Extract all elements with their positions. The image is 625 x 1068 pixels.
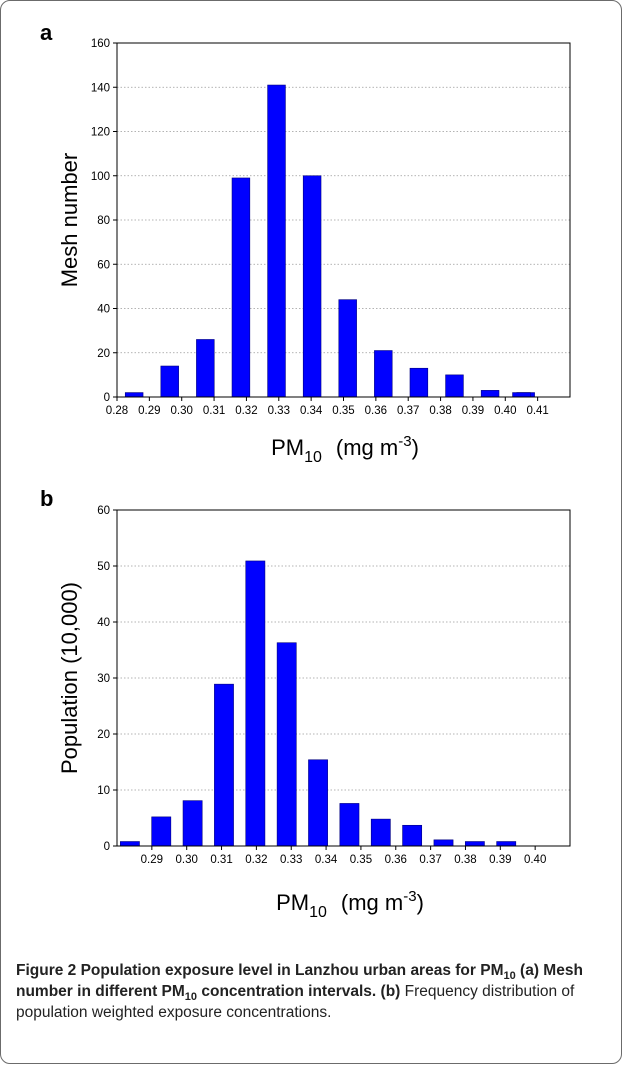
y-axis-title: Population (10,000)	[57, 582, 82, 774]
bar	[160, 365, 179, 398]
x-axis-title: PM10 (mg m-3)	[276, 888, 424, 921]
bar	[196, 339, 215, 398]
panel-b-letter: b	[40, 486, 54, 511]
x-tick-label: 0.34	[315, 854, 338, 866]
x-tick-label: 0.39	[462, 405, 484, 417]
bar	[276, 642, 297, 847]
bar	[308, 759, 328, 847]
x-tick-label: 0.32	[245, 854, 267, 866]
x-tick-label: 0.30	[175, 854, 197, 866]
x-tick-label: 0.28	[106, 405, 128, 417]
bar	[151, 816, 172, 847]
bar	[267, 84, 286, 398]
x-tick-label: 0.35	[332, 405, 354, 417]
bar	[496, 841, 517, 847]
x-tick-label: 0.31	[203, 405, 225, 417]
figure-caption: Figure 2 Population exposure level in La…	[16, 960, 612, 1023]
x-tick-label: 0.40	[524, 854, 546, 866]
x-tick-label: 0.33	[268, 405, 290, 417]
caption-b-text: Frequency distribution of population wei…	[16, 983, 575, 1021]
bar	[370, 818, 391, 847]
y-tick-label: 10	[97, 785, 110, 797]
bar	[374, 350, 393, 398]
x-tick-label: 0.36	[365, 405, 387, 417]
x-tick-label: 0.41	[526, 405, 548, 417]
x-tick-label: 0.29	[138, 405, 160, 417]
chart-b: 0 10 20 30 40 50 60 0.29 0.30 0.31 0.32 0.33 0.34 0.3…	[57, 505, 571, 921]
y-tick-label: 100	[91, 171, 110, 183]
x-tick-label: 0.31	[210, 854, 232, 866]
bar	[409, 367, 429, 398]
x-tick-label: 0.32	[235, 405, 257, 417]
x-tick-label: 0.34	[300, 405, 323, 417]
x-tick-label: 0.40	[494, 405, 516, 417]
y-tick-label: 50	[97, 561, 110, 573]
bar	[245, 560, 266, 847]
bar	[464, 841, 485, 847]
y-tick-label: 60	[97, 259, 110, 271]
x-tick-label: 0.29	[141, 854, 163, 866]
bar	[402, 824, 423, 847]
bar	[302, 175, 322, 398]
bar	[433, 839, 454, 847]
bar	[214, 683, 234, 847]
x-tick-label: 0.36	[385, 854, 407, 866]
y-tick-label: 20	[97, 348, 110, 360]
y-tick-label: 20	[97, 729, 110, 741]
y-tick-label: 30	[97, 673, 110, 685]
y-tick-label: 40	[97, 304, 110, 316]
y-tick-label: 120	[91, 127, 110, 139]
y-tick-label: 160	[91, 38, 110, 50]
y-tick-label: 140	[91, 82, 110, 94]
chart-a: 0 20 40 60 80 100 120 140 160 0.28 0.29 0.30 0.31 0.3…	[57, 38, 571, 466]
bar	[120, 841, 140, 847]
x-tick-label: 0.35	[350, 854, 372, 866]
y-tick-label: 40	[97, 617, 110, 629]
panel-a-letter: a	[40, 20, 53, 45]
x-tick-label: 0.33	[280, 854, 302, 866]
y-tick-label: 0	[104, 392, 110, 404]
x-tick-label: 0.37	[419, 854, 441, 866]
bar	[338, 299, 357, 398]
x-tick-label: 0.38	[454, 854, 476, 866]
y-tick-label: 0	[104, 841, 110, 853]
bar	[182, 800, 203, 847]
x-axis-title: PM10 (mg m-3)	[271, 433, 419, 466]
x-tick-label: 0.39	[489, 854, 511, 866]
bar	[445, 374, 464, 398]
y-axis-title: Mesh number	[57, 153, 82, 288]
bar	[480, 390, 500, 398]
x-tick-label: 0.38	[429, 405, 451, 417]
bar	[124, 392, 144, 398]
x-tick-label: 0.30	[171, 405, 193, 417]
x-tick-label: 0.37	[397, 405, 419, 417]
bar	[339, 803, 360, 847]
bar	[512, 392, 531, 398]
bar	[231, 177, 251, 398]
caption-title: Figure 2 Population exposure level in La…	[16, 962, 583, 1004]
caption-b-label: (b)	[380, 983, 401, 1000]
y-tick-label: 80	[97, 215, 110, 227]
y-tick-label: 60	[97, 505, 110, 517]
